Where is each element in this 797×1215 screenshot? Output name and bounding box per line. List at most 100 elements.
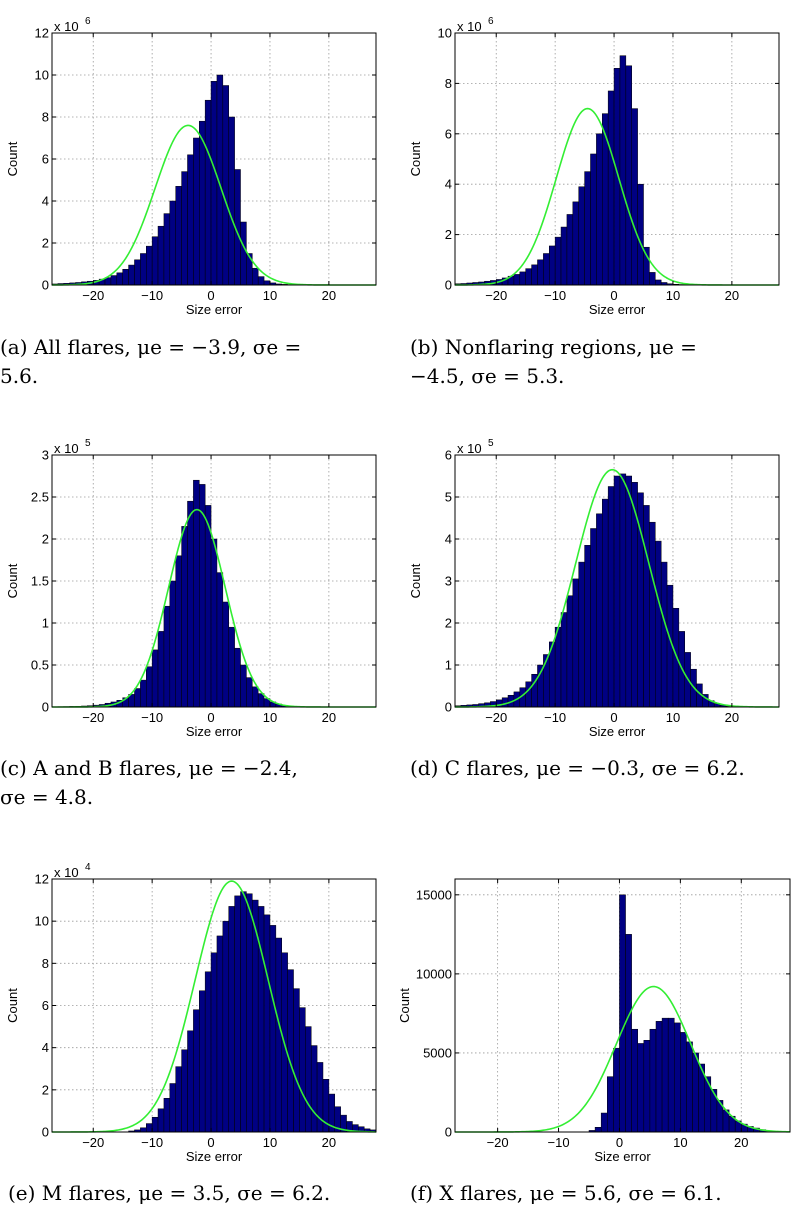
histogram-bar [607,90,615,286]
histogram-bar [596,513,603,708]
histogram-bar [151,1116,159,1133]
figure-caption: −4.5, σe = 5.3. [410,364,564,388]
histogram-bar [600,1112,608,1133]
x-tick-label: −20 [82,710,104,725]
y-tick-label: 5000 [423,1045,452,1060]
y-tick-label: 4 [42,1040,49,1055]
histogram-bar [181,171,188,286]
histogram-bar [269,925,277,1133]
histogram-bar [619,894,626,1133]
y-axis-exponent: 4 [85,862,91,873]
histogram-bar [625,65,632,286]
x-tick-label: 0 [610,710,617,725]
y-tick-label: 8 [42,956,49,971]
histogram-bar [163,605,171,708]
histogram-bar [607,1076,614,1133]
x-tick-label: −10 [141,288,163,303]
histogram-bar [619,473,627,708]
histogram-bar [169,1083,176,1133]
x-tick-label: 20 [725,288,739,303]
x-axis-label: Size error [589,302,646,317]
histogram-bar [560,226,568,286]
y-axis-exponent: 5 [488,438,494,449]
y-tick-label: 3 [445,574,452,589]
histogram-bars [454,55,691,286]
gaussian-fit-line [52,880,377,1133]
histogram-bar [146,1123,153,1133]
histogram-bar [204,971,212,1133]
x-tick-label: 20 [322,1135,336,1150]
y-tick-label: 4 [445,177,452,192]
y-tick-label: 10 [35,68,49,83]
y-axis-label: Count [408,141,423,176]
histogram-bar [222,920,229,1133]
histogram-bar [104,277,112,286]
histogram-bar [613,1047,620,1133]
histogram-bar [275,937,282,1133]
plot-frame [454,878,791,1133]
histogram-bar [519,271,526,286]
y-tick-label: 2.5 [31,490,49,505]
x-tick-label: 10 [263,288,277,303]
y-tick-label: 6 [42,998,49,1013]
x-tick-label: 20 [322,710,336,725]
y-axis-exponent: 6 [488,16,494,27]
histogram-bar [566,595,574,708]
y-tick-label: 0 [445,1125,452,1140]
histogram-bar [193,479,200,708]
histogram-bar [525,681,532,708]
chart-panel-e: −20 −10 0 10 20 0 2 4 6 8 10 12 x 10 4 Size error Count… [5,862,377,1205]
y-tick-label: 1 [42,616,49,631]
x-tick-label: 10 [673,1135,687,1150]
histogram-bar [590,153,597,286]
y-tick-label: 1 [445,658,452,673]
y-tick-label: 0.5 [31,658,49,673]
histogram-bar [263,280,271,286]
histogram-bar [643,1040,651,1133]
histogram-bar [169,200,176,286]
y-tick-label: 2 [42,1082,49,1097]
y-tick-label: 10 [438,26,452,41]
y-axis-label: Count [408,563,423,598]
y-axis-exponent: 5 [85,438,91,449]
histogram-bar [146,666,153,708]
histogram-bar [146,245,153,286]
histogram-bar [240,664,247,708]
histogram-bar [187,500,194,708]
x-tick-label: −20 [487,1135,509,1150]
histogram-bar [649,521,656,708]
histogram-bar [163,213,171,286]
histogram-bar [631,1028,638,1133]
histogram-bar [655,540,662,708]
histogram-bar [157,1108,165,1133]
y-tick-label: 1.5 [31,574,49,589]
y-tick-label: 8 [445,76,452,91]
histogram-bar [175,1066,182,1133]
chart-panel-b: −20 −10 0 10 20 0 2 4 6 8 10 x 10 6 Size error Count (b… [408,16,780,388]
histogram-bar [187,1030,194,1133]
y-tick-label: 6 [445,126,452,141]
y-axis-label: Count [5,988,20,1023]
histogram-bar [566,214,574,286]
histogram-bar [537,259,544,286]
x-tick-label: 0 [207,288,214,303]
x-tick-label: −20 [82,288,104,303]
histogram-bar [637,1043,645,1133]
y-tick-label: 0 [42,1125,49,1140]
histogram-bar [584,545,591,708]
chart-panel-d: −20 −10 0 10 20 0 1 2 3 4 5 6 x 10 5 Size error Count (d… [408,438,780,780]
figure-caption: (a) All flares, μe = −3.9, σe = [0,335,301,359]
y-tick-label: 4 [445,532,452,547]
histogram-bar [680,1032,687,1133]
histogram-bar [246,677,253,708]
y-tick-label: 15000 [416,887,452,902]
figure-caption: (e) M flares, μe = 3.5, σe = 6.2. [8,1181,330,1205]
histogram-bar [193,1009,200,1133]
x-tick-label: −10 [141,710,163,725]
histogram-bars [454,473,739,708]
y-tick-label: 12 [35,26,49,41]
histogram-bar [204,99,212,286]
histogram-bar [234,895,241,1133]
y-axis-multiplier: x 10 [54,441,79,456]
histogram-bar [293,988,300,1133]
